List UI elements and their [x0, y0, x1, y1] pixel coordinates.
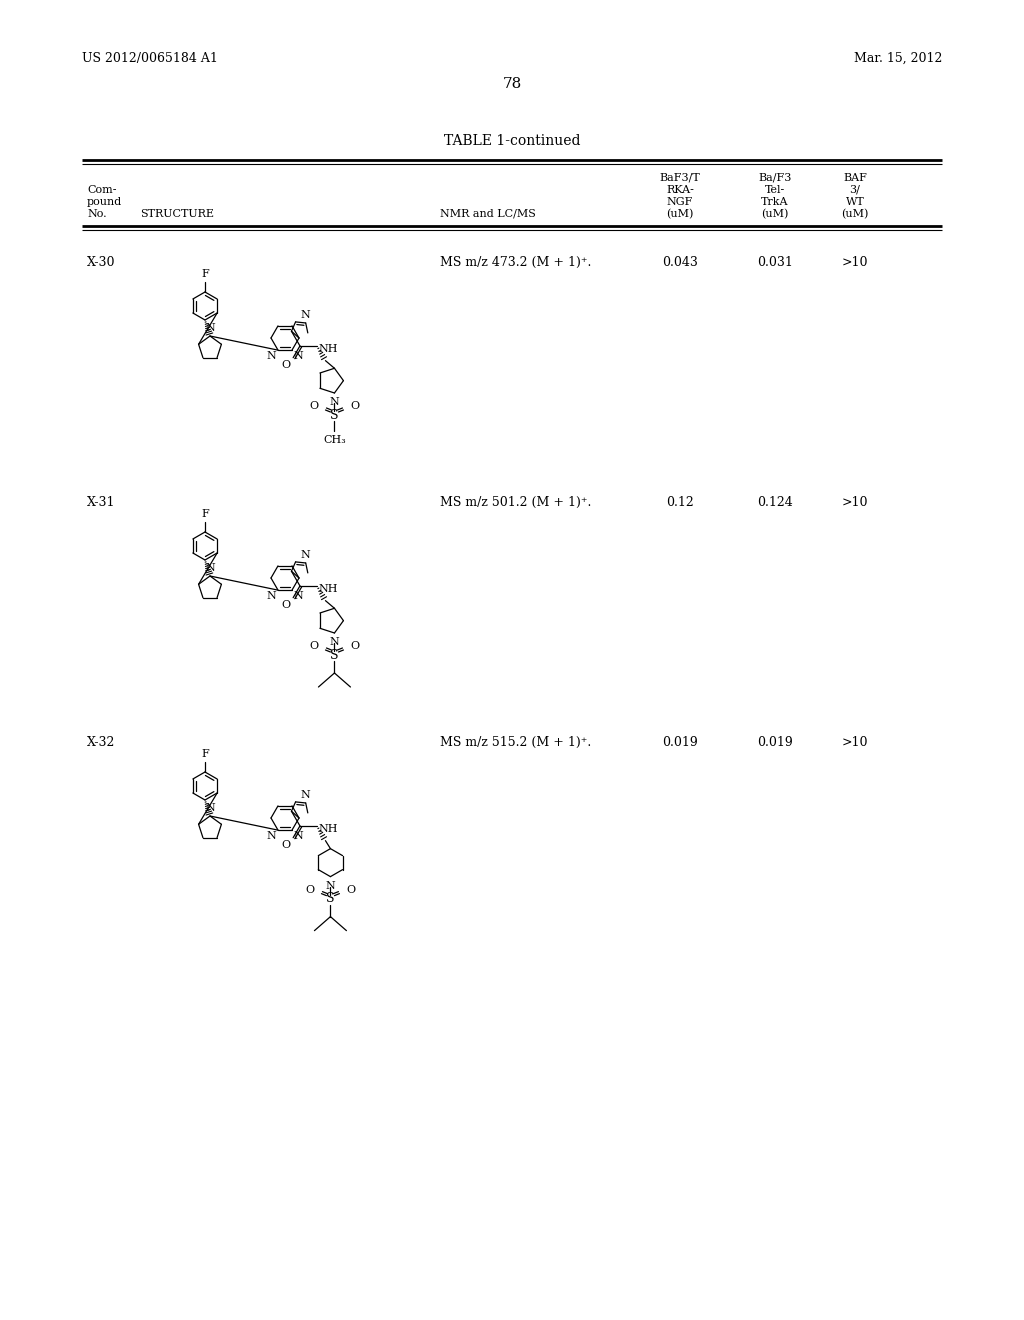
Text: N: N	[293, 832, 303, 841]
Text: NMR and LC/MS: NMR and LC/MS	[440, 209, 536, 219]
Text: STRUCTURE: STRUCTURE	[140, 209, 214, 219]
Text: Mar. 15, 2012: Mar. 15, 2012	[854, 51, 942, 65]
Text: >10: >10	[842, 256, 868, 269]
Text: >10: >10	[842, 737, 868, 748]
Text: Com-: Com-	[87, 185, 117, 195]
Text: MS m/z 515.2 (M + 1)⁺.: MS m/z 515.2 (M + 1)⁺.	[440, 737, 591, 748]
Text: S: S	[330, 408, 339, 421]
Text: 0.043: 0.043	[663, 256, 698, 269]
Text: Tel-: Tel-	[765, 185, 785, 195]
Text: MS m/z 473.2 (M + 1)⁺.: MS m/z 473.2 (M + 1)⁺.	[440, 256, 592, 269]
Text: O: O	[281, 840, 290, 850]
Text: 0.031: 0.031	[757, 256, 793, 269]
Text: CH₃: CH₃	[324, 436, 346, 445]
Text: 78: 78	[503, 77, 521, 91]
Text: 0.019: 0.019	[663, 737, 698, 748]
Text: N: N	[301, 550, 310, 560]
Text: S: S	[330, 648, 339, 661]
Text: (uM): (uM)	[667, 209, 693, 219]
Text: O: O	[281, 599, 290, 610]
Text: O: O	[309, 401, 318, 411]
Text: US 2012/0065184 A1: US 2012/0065184 A1	[82, 51, 218, 65]
Text: N: N	[330, 638, 339, 647]
Text: X-30: X-30	[87, 256, 116, 269]
Text: TABLE 1-continued: TABLE 1-continued	[443, 135, 581, 148]
Text: N: N	[205, 564, 215, 573]
Text: >10: >10	[842, 496, 868, 510]
Text: 0.124: 0.124	[757, 496, 793, 510]
Text: NH: NH	[318, 583, 339, 594]
Text: NH: NH	[318, 345, 339, 354]
Text: NH: NH	[318, 824, 339, 834]
Text: S: S	[327, 892, 335, 906]
Text: N: N	[205, 803, 215, 813]
Text: WT: WT	[846, 197, 864, 207]
Text: NGF: NGF	[667, 197, 693, 207]
Text: TrkA: TrkA	[761, 197, 788, 207]
Text: N: N	[266, 591, 276, 601]
Text: O: O	[305, 884, 314, 895]
Text: X-32: X-32	[87, 737, 116, 748]
Text: No.: No.	[87, 209, 106, 219]
Text: N: N	[205, 323, 215, 333]
Text: O: O	[350, 642, 359, 651]
Text: N: N	[301, 310, 310, 319]
Text: N: N	[293, 591, 303, 601]
Text: MS m/z 501.2 (M + 1)⁺.: MS m/z 501.2 (M + 1)⁺.	[440, 496, 592, 510]
Text: N: N	[266, 832, 276, 841]
Text: O: O	[350, 401, 359, 411]
Text: pound: pound	[87, 197, 122, 207]
Text: RKA-: RKA-	[666, 185, 694, 195]
Text: N: N	[293, 351, 303, 362]
Text: F: F	[201, 269, 209, 279]
Text: N: N	[266, 351, 276, 362]
Text: 0.12: 0.12	[667, 496, 694, 510]
Text: O: O	[281, 359, 290, 370]
Text: O: O	[346, 884, 355, 895]
Text: Ba/F3: Ba/F3	[759, 173, 792, 183]
Text: N: N	[326, 880, 335, 891]
Text: X-31: X-31	[87, 496, 116, 510]
Text: N: N	[301, 789, 310, 800]
Text: (uM): (uM)	[842, 209, 868, 219]
Text: 0.019: 0.019	[757, 737, 793, 748]
Text: 3/: 3/	[850, 185, 860, 195]
Text: F: F	[201, 508, 209, 519]
Text: BAF: BAF	[843, 173, 867, 183]
Text: O: O	[309, 642, 318, 651]
Text: N: N	[330, 397, 339, 407]
Text: (uM): (uM)	[761, 209, 788, 219]
Text: BaF3/T: BaF3/T	[659, 173, 700, 183]
Text: F: F	[201, 748, 209, 759]
